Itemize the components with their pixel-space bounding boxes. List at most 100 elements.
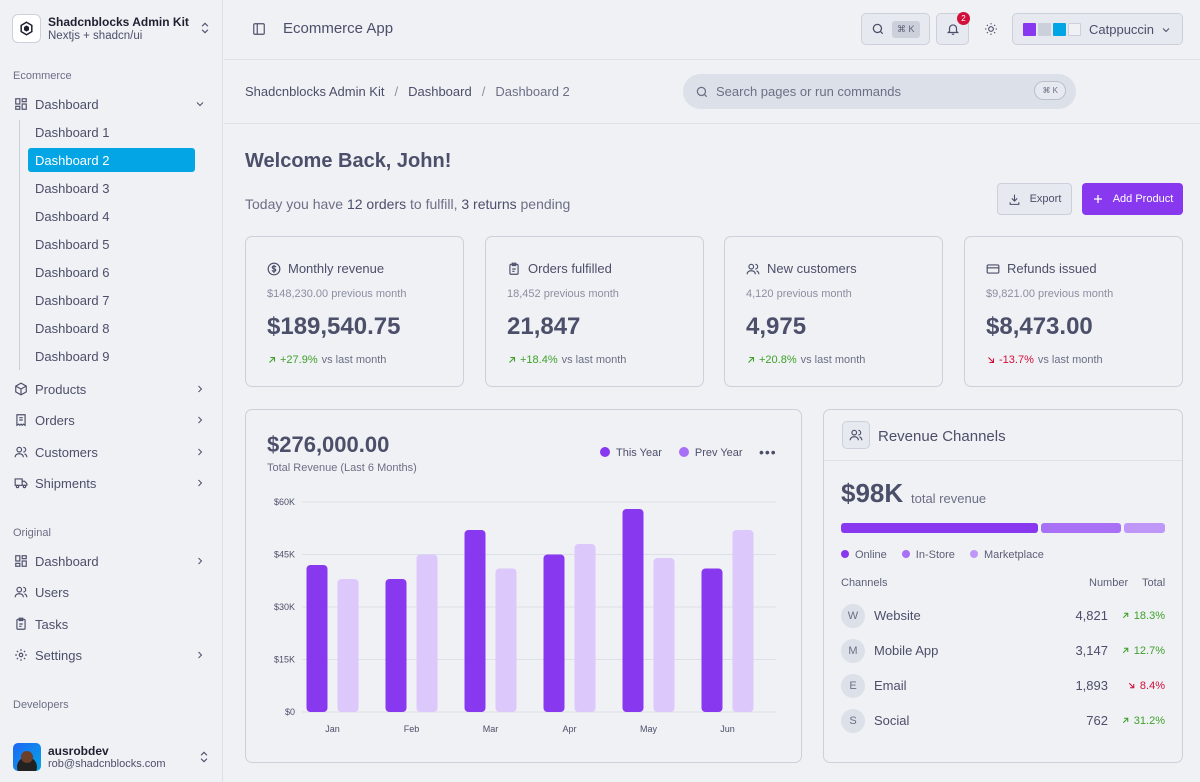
command-search-input[interactable]: Search pages or run commands ⌘ K (683, 74, 1076, 109)
sun-icon[interactable] (984, 22, 998, 36)
bar-prev-year (574, 544, 596, 712)
channel-number: 4,821 (1075, 608, 1108, 623)
sidebar-subitem-dashboard-6[interactable]: Dashboard 6 (35, 264, 110, 280)
sidebar-subitem-dashboard-4[interactable]: Dashboard 4 (35, 208, 110, 224)
layout-dashboard-icon (15, 98, 27, 110)
notification-badge: 2 (957, 12, 970, 25)
sidebar-item-label: Settings (35, 647, 82, 663)
sidebar-item-label: Orders (35, 412, 75, 428)
bar-prev-year (653, 558, 675, 712)
add-product-button[interactable]: Add Product (1082, 183, 1183, 215)
breadcrumb-item[interactable]: Dashboard (408, 84, 472, 99)
bar-this-year (701, 568, 723, 712)
theme-name: Catppuccin (1089, 21, 1155, 37)
channel-pct: 12.7% (1121, 645, 1165, 657)
kpi-title: Monthly revenue (288, 261, 385, 276)
channel-name: Email (874, 678, 907, 693)
breadcrumb-item[interactable]: Shadcnblocks Admin Kit (245, 84, 385, 99)
kpi-previous: 4,120 previous month (746, 288, 852, 300)
plus-icon (1093, 195, 1102, 203)
breadcrumb-separator: / (394, 84, 399, 99)
kpi-previous: $148,230.00 previous month (267, 288, 407, 300)
sidebar-item-products[interactable]: Products (8, 376, 216, 402)
subbar: Shadcnblocks Admin Kit / Dashboard / Das… (224, 60, 1200, 124)
clipboard-icon (16, 617, 26, 630)
sidebar: Shadcnblocks Admin Kit Nextjs + shadcn/u… (0, 0, 223, 782)
kpi-value: $189,540.75 (267, 313, 401, 340)
user-email: rob@shadcnblocks.com (48, 758, 166, 770)
subnav-line (19, 120, 20, 370)
bar-prev-year (732, 530, 754, 712)
channel-row: M Mobile App 3,147 12.7% (841, 638, 1165, 663)
x-tick-label: Jan (325, 724, 340, 734)
sidebar-item-label: Customers (35, 444, 98, 460)
dollar-circle-icon (267, 262, 281, 275)
column-header-number: Number (1089, 577, 1129, 589)
search-icon (696, 86, 708, 97)
kpi-value: $8,473.00 (986, 313, 1093, 340)
search-shortcut: ⌘ K (892, 20, 920, 38)
sidebar-item-dashboard[interactable]: Dashboard (8, 91, 216, 117)
chevron-down-icon (196, 102, 204, 107)
search-button[interactable]: ⌘ K (861, 13, 930, 45)
channel-avatar: W (841, 603, 865, 628)
more-options-icon[interactable]: ••• (759, 444, 777, 460)
x-tick-label: Feb (404, 724, 420, 734)
export-button[interactable]: Export (997, 183, 1072, 215)
kpi-title: Refunds issued (1007, 261, 1097, 276)
sidebar-item-settings[interactable]: Settings (8, 642, 216, 668)
sidebar-item-original-dashboard[interactable]: Dashboard (8, 548, 216, 574)
sidebar-item-shipments[interactable]: Shipments (8, 470, 216, 496)
channel-row: E Email 1,893 8.4% (841, 673, 1165, 698)
x-tick-label: May (640, 724, 658, 734)
sidebar-subitem-dashboard-1[interactable]: Dashboard 1 (35, 124, 110, 140)
kpi-previous: 18,452 previous month (507, 288, 619, 300)
sidebar-subitem-dashboard-7[interactable]: Dashboard 7 (35, 292, 110, 308)
bar-this-year (464, 530, 486, 712)
bell-icon (946, 24, 959, 35)
theme-swatch (1068, 22, 1081, 36)
channel-pct: 8.4% (1127, 680, 1165, 692)
sidebar-subitem-dashboard-5[interactable]: Dashboard 5 (35, 236, 110, 252)
theme-swatch (1023, 22, 1036, 36)
chart-total: $276,000.00 (267, 432, 390, 457)
chevrons-up-down-icon (200, 751, 208, 763)
share-segment-marketplace (1123, 523, 1165, 533)
sidebar-subitem-dashboard-8[interactable]: Dashboard 8 (35, 320, 110, 336)
app-title: Ecommerce App (283, 20, 394, 37)
brand-switcher[interactable]: Shadcnblocks Admin Kit Nextjs + shadcn/u… (12, 12, 212, 44)
sidebar-item-customers[interactable]: Customers (8, 439, 216, 465)
download-icon (1009, 194, 1019, 205)
kpi-change: -13.7% (999, 354, 1034, 366)
revenue-channels-title: Revenue Channels (878, 428, 1006, 445)
sidebar-item-users[interactable]: Users (8, 579, 216, 605)
bar-prev-year (416, 554, 438, 712)
chevron-right-icon (198, 479, 203, 487)
sidebar-subitem-dashboard-9[interactable]: Dashboard 9 (35, 348, 110, 364)
legend-in-store: In-Store (901, 549, 955, 561)
channel-name: Social (874, 713, 910, 728)
chart-legend: This Year Prev Year (600, 447, 760, 459)
sidebar-item-label: Dashboard (35, 96, 99, 112)
users-icon (14, 586, 28, 598)
revenue-total: $98K (841, 478, 904, 508)
user-menu[interactable]: ausrobdev rob@shadcnblocks.com (13, 742, 211, 772)
gear-icon (15, 649, 27, 661)
channel-number: 1,893 (1075, 678, 1108, 693)
bar-this-year (543, 554, 565, 712)
sidebar-subitem-dashboard-3[interactable]: Dashboard 3 (35, 180, 110, 196)
notifications-button[interactable]: 2 (936, 12, 970, 45)
theme-select[interactable]: Catppuccin (1012, 13, 1183, 45)
sidebar-subitem-dashboard-2[interactable]: Dashboard 2 (28, 148, 195, 172)
revenue-channels-legend: Online In-Store Marketplace (841, 549, 1059, 561)
column-header-total: Total (1142, 577, 1166, 589)
sidebar-toggle-icon[interactable] (252, 22, 266, 36)
y-tick-label: $60K (274, 497, 295, 507)
sidebar-item-tasks[interactable]: Tasks (8, 611, 216, 637)
sidebar-item-orders[interactable]: Orders (8, 407, 216, 433)
revenue-channels-card: Revenue Channels $98K total revenue Onli… (823, 409, 1183, 763)
chevron-right-icon (198, 385, 203, 393)
theme-swatch (1053, 22, 1066, 36)
x-tick-label: Apr (562, 724, 576, 734)
legend-marketplace: Marketplace (969, 549, 1044, 561)
